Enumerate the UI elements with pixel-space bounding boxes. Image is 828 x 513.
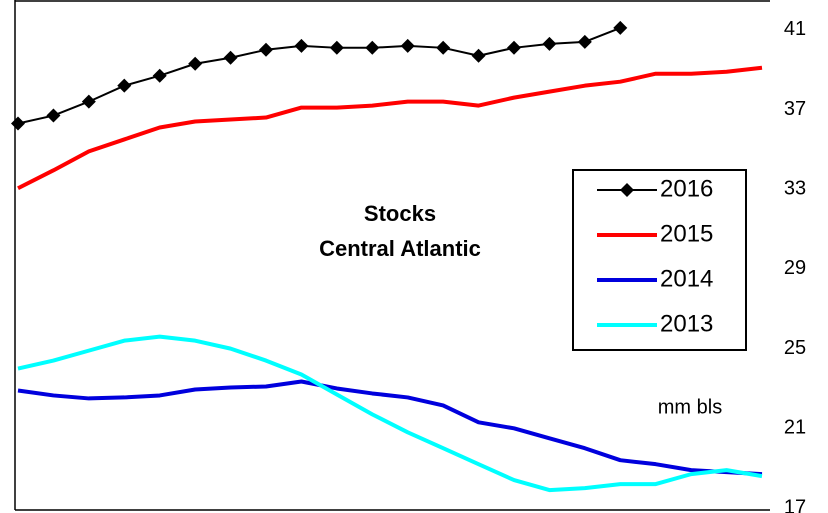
marker (117, 78, 132, 93)
marker (259, 42, 273, 57)
marker (294, 38, 309, 53)
y-tick-label: 37 (784, 98, 806, 120)
series-line (17, 65, 763, 191)
marker (577, 34, 592, 49)
marker (471, 48, 486, 63)
chart-subtitle: Central Atlantic (319, 236, 481, 261)
legend (572, 169, 747, 351)
series-line (17, 334, 763, 493)
legend-label: 2015 (660, 220, 713, 247)
chart-title: Stocks (364, 201, 436, 226)
series-line (17, 379, 763, 477)
marker (507, 40, 521, 55)
legend-label: 2016 (660, 175, 713, 202)
legend-label: 2013 (660, 310, 713, 337)
legend-marker (620, 183, 634, 197)
y-tick-label: 41 (784, 18, 806, 40)
y-tick-label: 25 (784, 337, 806, 359)
marker (365, 40, 380, 55)
marker (223, 50, 238, 65)
y-tick-label: 17 (784, 496, 806, 513)
marker (152, 68, 167, 83)
marker (81, 94, 96, 109)
legend-label: 2014 (660, 265, 713, 292)
marker (11, 116, 25, 131)
y-tick-label: 29 (784, 257, 806, 279)
marker (329, 40, 344, 55)
marker (436, 40, 451, 55)
marker (400, 38, 415, 53)
y-tick-label: 21 (784, 417, 806, 439)
marker (542, 36, 557, 51)
marker (46, 108, 61, 123)
y-tick-label: 33 (784, 178, 806, 200)
unit-label: mm bls (658, 396, 722, 418)
marker (188, 56, 203, 71)
marker (613, 20, 628, 35)
